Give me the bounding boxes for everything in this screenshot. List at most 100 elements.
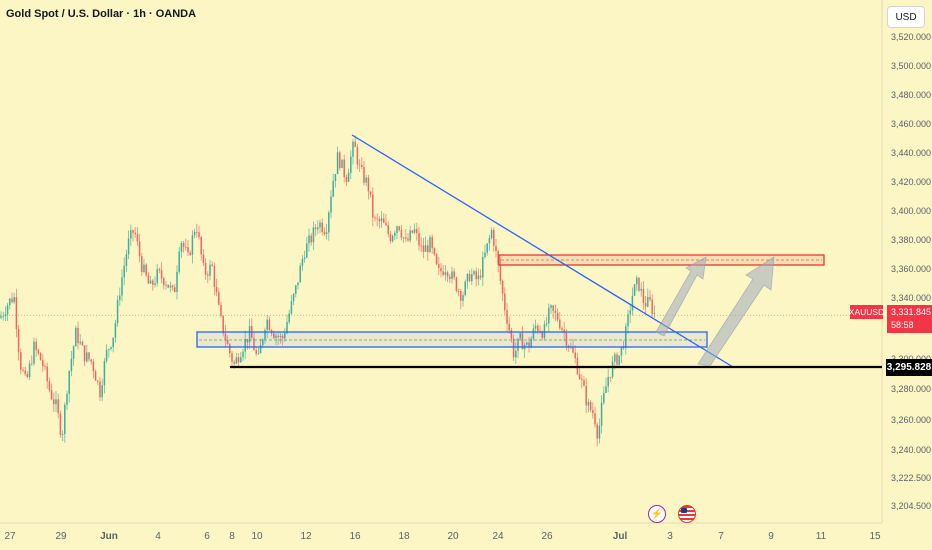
candle-body — [468, 273, 471, 282]
candle-body — [466, 273, 469, 282]
candle-body — [647, 296, 649, 307]
candle-body — [136, 234, 139, 242]
candle-body — [94, 371, 97, 381]
candle-body — [178, 251, 180, 272]
candle-body — [83, 345, 86, 362]
candle-body — [180, 243, 183, 252]
candle-body — [231, 353, 233, 362]
lightning-icon[interactable]: ⚡ — [648, 505, 666, 523]
countdown-value: 58:58 — [891, 320, 914, 330]
candle-body — [548, 307, 550, 324]
price-tick-label: 3,440.000 — [891, 148, 932, 158]
candle-body — [24, 370, 26, 375]
candle-body — [578, 374, 581, 379]
candle-body — [185, 246, 187, 248]
support-zone — [196, 331, 708, 348]
candle-body — [460, 291, 462, 301]
candle-body — [339, 152, 341, 168]
candle-body — [9, 298, 11, 306]
candle-body — [138, 241, 141, 257]
candle-body — [515, 350, 517, 358]
candle-body — [145, 264, 147, 276]
candle-body — [215, 287, 218, 293]
time-tick-label: Jul — [612, 531, 628, 542]
candle-body — [321, 222, 323, 233]
candle-body — [55, 399, 57, 405]
candle-body — [484, 252, 486, 258]
us-flag-icon[interactable] — [678, 505, 696, 523]
candle-body — [620, 346, 623, 356]
candle-body — [323, 232, 326, 235]
candle-body — [90, 359, 92, 362]
candle-body — [169, 285, 172, 288]
candle-body — [312, 227, 315, 243]
price-tick-label: 3,240.000 — [891, 445, 932, 455]
price-tick-label: 3,340.000 — [891, 293, 932, 303]
candle-body — [495, 245, 497, 251]
candle-body — [224, 333, 227, 341]
candle-body — [160, 270, 163, 279]
candle-body — [125, 254, 128, 266]
candle-body — [471, 274, 473, 282]
candle-body — [512, 338, 515, 358]
candle-body — [97, 380, 99, 382]
candle-body — [600, 402, 603, 426]
candle-body — [288, 313, 290, 323]
candle-body — [314, 227, 317, 230]
candle-body — [636, 277, 638, 285]
candle-body — [330, 196, 332, 213]
candle-body — [198, 232, 200, 238]
candle-body — [141, 256, 143, 273]
candle-body — [422, 245, 425, 252]
candle-body — [13, 297, 15, 303]
candle-body — [475, 271, 477, 280]
candle-body — [598, 425, 601, 439]
candle-body — [616, 354, 618, 365]
candle-body — [154, 283, 156, 285]
candle-body — [299, 265, 301, 283]
time-tick-label: 10 — [251, 531, 263, 542]
candle-body — [618, 355, 620, 365]
candle-body — [640, 288, 642, 291]
candle-body — [44, 366, 46, 368]
candle-body — [638, 277, 640, 291]
candle-body — [187, 247, 189, 253]
candle-body — [174, 287, 176, 293]
currency-button[interactable]: USD — [887, 6, 925, 28]
candle-body — [552, 305, 554, 311]
candle-body — [156, 269, 158, 284]
candle-body — [86, 352, 88, 362]
candle-body — [81, 341, 84, 346]
candle-body — [37, 349, 40, 354]
candle-body — [112, 337, 114, 348]
candle-body — [255, 350, 257, 354]
current-price-value: 3,331.845 — [891, 307, 932, 317]
projection-arrow-2 — [697, 256, 775, 367]
candle-body — [389, 234, 392, 242]
candle-body — [163, 278, 165, 286]
candle-body — [358, 164, 361, 166]
candle-body — [92, 361, 95, 372]
price-tick-label: 3,400.000 — [891, 206, 932, 216]
candle-body — [334, 174, 337, 181]
candle-body — [380, 218, 383, 222]
descending-trendline — [351, 134, 734, 368]
candle-body — [213, 265, 216, 288]
candle-body — [477, 275, 480, 280]
candle-body — [545, 323, 548, 325]
candle-body — [303, 257, 306, 260]
candle-body — [385, 222, 387, 226]
candle-body — [42, 360, 44, 367]
candle-body — [171, 285, 174, 288]
candle-body — [391, 235, 394, 242]
candle-body — [35, 341, 37, 350]
time-tick-label: 6 — [204, 531, 210, 542]
candle-body — [493, 229, 495, 246]
candle-body — [48, 381, 51, 391]
candle-body — [31, 363, 33, 365]
candle-body — [158, 269, 161, 271]
candle-body — [424, 245, 427, 252]
current-price-tag: 3,331.845 58:58 — [887, 305, 932, 333]
